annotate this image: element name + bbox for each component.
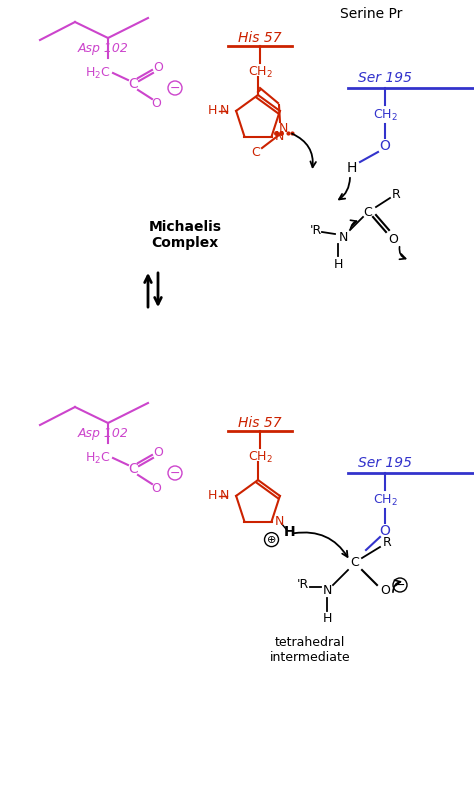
Text: 'R: 'R bbox=[297, 578, 309, 592]
Text: N: N bbox=[275, 515, 284, 528]
Text: H: H bbox=[208, 104, 217, 118]
Text: ⊕: ⊕ bbox=[267, 535, 276, 544]
Text: His 57: His 57 bbox=[238, 31, 282, 45]
Text: R: R bbox=[392, 188, 401, 200]
Text: C: C bbox=[128, 77, 138, 91]
Text: Ser 195: Ser 195 bbox=[358, 71, 412, 85]
Text: C: C bbox=[364, 205, 373, 219]
Text: O: O bbox=[380, 139, 391, 153]
Text: Asp 102: Asp 102 bbox=[78, 427, 129, 439]
Text: C: C bbox=[128, 462, 138, 476]
Text: O: O bbox=[388, 233, 398, 245]
Text: O: O bbox=[151, 96, 161, 110]
Text: Ser 195: Ser 195 bbox=[358, 456, 412, 470]
Text: N: N bbox=[338, 230, 348, 244]
Text: $\mathsf{H_2C}$: $\mathsf{H_2C}$ bbox=[85, 65, 111, 80]
Text: O: O bbox=[153, 61, 163, 73]
Text: N: N bbox=[275, 130, 284, 143]
Text: $\mathsf{CH_2}$: $\mathsf{CH_2}$ bbox=[247, 450, 273, 465]
Text: His 57: His 57 bbox=[238, 416, 282, 430]
Text: N: N bbox=[219, 489, 229, 503]
Text: −: − bbox=[170, 81, 180, 95]
Text: O: O bbox=[380, 585, 390, 597]
Text: N: N bbox=[278, 122, 288, 134]
Text: $\mathsf{H_2C}$: $\mathsf{H_2C}$ bbox=[85, 451, 111, 466]
Text: O: O bbox=[153, 446, 163, 458]
Text: $\mathsf{CH_2}$: $\mathsf{CH_2}$ bbox=[247, 65, 273, 80]
Text: N: N bbox=[219, 104, 229, 118]
Text: O: O bbox=[151, 481, 161, 495]
Text: C: C bbox=[252, 145, 260, 159]
Text: Asp 102: Asp 102 bbox=[78, 42, 129, 54]
Text: H: H bbox=[208, 489, 217, 503]
Text: H: H bbox=[322, 611, 332, 625]
Text: $\mathsf{CH_2}$: $\mathsf{CH_2}$ bbox=[373, 492, 397, 507]
Text: −: − bbox=[170, 466, 180, 480]
Text: 'R: 'R bbox=[310, 223, 322, 237]
Text: H: H bbox=[284, 525, 295, 539]
Text: tetrahedral
intermediate: tetrahedral intermediate bbox=[270, 636, 350, 664]
Text: O: O bbox=[380, 524, 391, 538]
Text: $\mathsf{CH_2}$: $\mathsf{CH_2}$ bbox=[373, 107, 397, 122]
Text: Serine Pr: Serine Pr bbox=[340, 7, 402, 21]
Text: H: H bbox=[333, 257, 343, 271]
Text: C: C bbox=[351, 556, 359, 570]
Text: H: H bbox=[347, 161, 357, 175]
Text: N: N bbox=[322, 585, 332, 597]
Text: Michaelis
Complex: Michaelis Complex bbox=[148, 220, 221, 250]
Text: R: R bbox=[383, 537, 392, 549]
Text: −: − bbox=[395, 578, 405, 592]
